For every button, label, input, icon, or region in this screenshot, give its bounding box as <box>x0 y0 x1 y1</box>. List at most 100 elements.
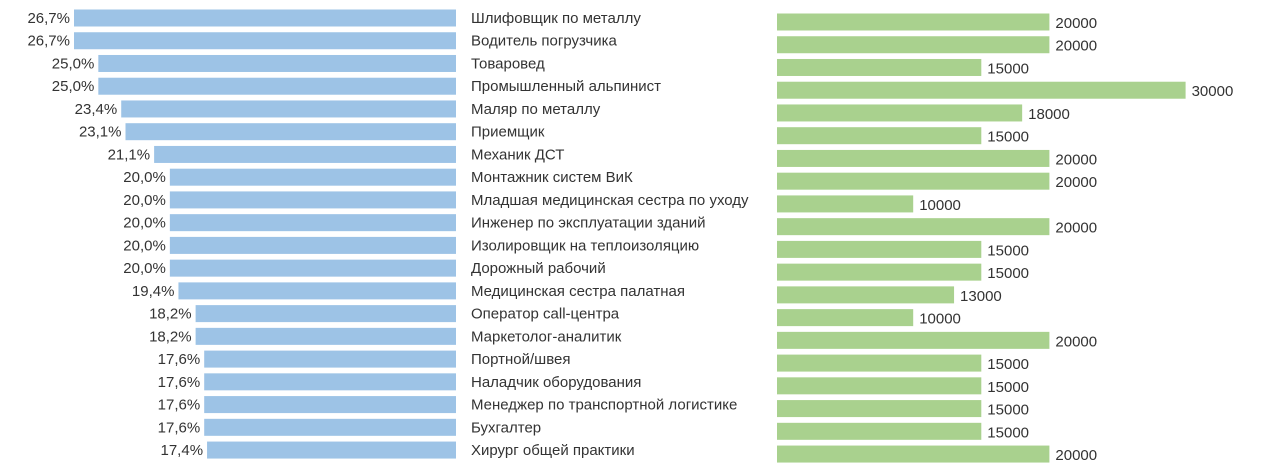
percent-label: 20,0% <box>123 169 166 186</box>
percent-label: 17,4% <box>161 442 204 459</box>
salary-label: 15000 <box>987 60 1029 77</box>
percent-bar <box>207 441 456 459</box>
salary-bar <box>777 422 982 440</box>
category-label: Дорожный рабочий <box>471 260 606 277</box>
percent-bar <box>169 191 457 209</box>
percent-bar <box>195 305 457 323</box>
salary-label: 15000 <box>987 424 1029 441</box>
salary-label: 15000 <box>987 379 1029 396</box>
category-label: Инженер по эксплуатации зданий <box>471 215 706 232</box>
category-label: Менеджер по транспортной логистике <box>471 397 737 414</box>
category-label: Портной/швея <box>471 351 570 368</box>
category-label: Маляр по металлу <box>471 101 601 118</box>
percent-label: 17,6% <box>158 351 201 368</box>
percent-label: 20,0% <box>123 260 166 277</box>
category-label: Товаровед <box>471 55 545 72</box>
category-label: Монтажник систем ВиК <box>471 169 633 186</box>
category-label: Бухгалтер <box>471 419 541 436</box>
salary-label: 20000 <box>1055 220 1097 237</box>
salary-label: 20000 <box>1055 15 1097 32</box>
salary-bar <box>777 445 1050 463</box>
salary-bar <box>777 172 1050 190</box>
salary-bar <box>777 309 914 327</box>
salary-label: 20000 <box>1055 151 1097 168</box>
category-label: Хирург общей практики <box>471 442 635 459</box>
percent-bar <box>154 145 456 163</box>
category-label: Шлифовщик по металлу <box>471 10 641 27</box>
percent-label: 19,4% <box>132 283 175 300</box>
salary-label: 18000 <box>1028 106 1070 123</box>
salary-label: 15000 <box>987 242 1029 259</box>
salary-label: 15000 <box>987 356 1029 373</box>
salary-label: 20000 <box>1055 447 1097 464</box>
salary-label: 30000 <box>1192 83 1234 100</box>
salary-label: 10000 <box>919 197 961 214</box>
salary-label: 20000 <box>1055 174 1097 191</box>
percent-label: 18,2% <box>149 306 192 323</box>
salary-bar <box>777 127 982 145</box>
percent-bar <box>195 327 457 345</box>
percent-bar <box>169 168 457 186</box>
category-label: Изолировщик на теплоизоляцию <box>471 237 699 254</box>
percent-label: 17,6% <box>158 397 201 414</box>
percent-bar <box>98 54 457 72</box>
salary-bar <box>777 218 1050 236</box>
salary-label: 13000 <box>960 288 1002 305</box>
percent-bar <box>204 350 456 368</box>
salary-bar <box>777 377 982 395</box>
salary-label: 15000 <box>987 129 1029 146</box>
percent-label: 21,1% <box>108 146 151 163</box>
category-label: Медицинская сестра палатная <box>471 283 685 300</box>
percent-label: 20,0% <box>123 237 166 254</box>
percent-bar <box>204 373 456 391</box>
salary-bar <box>777 36 1050 54</box>
salary-bar <box>777 286 955 304</box>
salary-bar <box>777 58 982 76</box>
percent-bar <box>74 32 456 50</box>
percent-bar <box>204 418 456 436</box>
salary-label: 20000 <box>1055 38 1097 55</box>
salary-bar <box>777 263 982 281</box>
category-label: Приемщик <box>471 124 545 141</box>
salary-label: 20000 <box>1055 333 1097 350</box>
percent-bar <box>74 9 456 27</box>
salary-bar <box>777 240 982 258</box>
salary-bar <box>777 104 1023 122</box>
salary-bar <box>777 354 982 372</box>
percent-label: 26,7% <box>27 10 70 27</box>
percent-bar <box>98 77 457 95</box>
category-label: Младшая медицинская сестра по уходу <box>471 192 749 209</box>
category-label: Маркетолог-аналитик <box>471 328 622 345</box>
salary-bar <box>777 81 1186 99</box>
percent-bar <box>204 396 456 414</box>
category-label: Наладчик оборудования <box>471 374 641 391</box>
percent-label: 17,6% <box>158 419 201 436</box>
percent-bar <box>178 282 456 300</box>
category-label: Оператор call-центра <box>471 306 620 323</box>
salary-bar <box>777 13 1050 31</box>
percent-label: 18,2% <box>149 328 192 345</box>
percent-label: 25,0% <box>52 78 95 95</box>
salary-bar <box>777 400 982 418</box>
category-label: Водитель погрузчика <box>471 33 618 50</box>
salary-bar <box>777 149 1050 167</box>
salary-bar <box>777 331 1050 349</box>
percent-label: 20,0% <box>123 192 166 209</box>
salary-label: 15000 <box>987 265 1029 282</box>
salary-label: 15000 <box>987 402 1029 419</box>
category-label: Промышленный альпинист <box>471 78 661 95</box>
percent-label: 23,4% <box>75 101 118 118</box>
percent-bar <box>169 236 457 254</box>
percent-label: 20,0% <box>123 215 166 232</box>
percent-bar <box>169 259 457 277</box>
percent-label: 23,1% <box>79 124 122 141</box>
percent-label: 26,7% <box>27 33 70 50</box>
salary-label: 10000 <box>919 311 961 328</box>
category-label: Механик ДСТ <box>471 146 564 163</box>
percent-label: 17,6% <box>158 374 201 391</box>
percent-label: 25,0% <box>52 55 95 72</box>
percent-bar <box>121 100 456 118</box>
percent-bar <box>125 123 456 141</box>
salary-bar <box>777 195 914 213</box>
